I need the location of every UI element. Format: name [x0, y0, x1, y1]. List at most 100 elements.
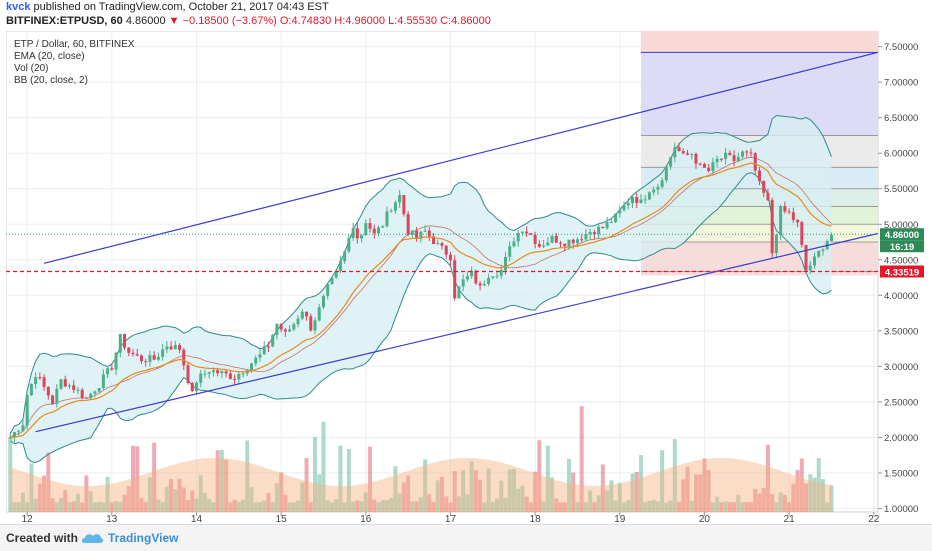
- candle-body: [686, 153, 690, 155]
- x-tick-label: 19: [614, 514, 626, 523]
- created-with-label: Created with: [6, 531, 79, 545]
- candle-body: [444, 245, 448, 255]
- x-tick-label: 13: [106, 514, 118, 523]
- volume-bar: [308, 502, 313, 512]
- candle-body: [749, 152, 753, 154]
- volume-bar: [211, 502, 216, 512]
- candle-body: [139, 355, 143, 362]
- volume-bar: [465, 494, 470, 512]
- candle-body: [753, 153, 757, 171]
- candle-body: [702, 164, 706, 168]
- candle-body: [292, 324, 296, 330]
- y-tick-label: 2.00000: [884, 433, 918, 444]
- candle-body: [770, 200, 774, 254]
- candle-body: [364, 223, 368, 236]
- volume-bar: [753, 488, 758, 512]
- volume-bar: [550, 477, 555, 512]
- candle-body: [681, 151, 685, 154]
- volume-bar: [42, 475, 47, 512]
- candle-body: [542, 245, 546, 247]
- volume-bar: [727, 502, 732, 512]
- candle-body: [470, 270, 474, 277]
- candle-body: [766, 192, 770, 201]
- candle-body: [474, 270, 478, 284]
- candle-body: [719, 158, 723, 160]
- candle-body: [757, 170, 761, 181]
- volume-bar: [355, 500, 360, 512]
- candle-body: [300, 311, 304, 319]
- candle-body: [398, 195, 402, 203]
- price-chart[interactable]: 1.00000 1.50000 2.00000 2.50000 3.00000 3.500…: [6, 31, 926, 523]
- candle-body: [173, 345, 177, 350]
- volume-bar: [795, 469, 800, 512]
- candle-body: [741, 151, 745, 157]
- volume-bar: [241, 499, 246, 512]
- author-link[interactable]: kvck: [6, 1, 31, 13]
- candle-body: [461, 279, 465, 287]
- volume-bar: [126, 486, 131, 512]
- candle-body: [711, 162, 715, 171]
- volume-bar: [681, 479, 686, 512]
- volume-bar: [266, 493, 271, 512]
- volume-bar: [533, 471, 538, 512]
- volume-bar: [778, 492, 783, 512]
- volume-bar: [59, 497, 64, 512]
- candle-body: [614, 213, 618, 223]
- volume-bar: [46, 452, 51, 512]
- candle-body: [516, 233, 520, 242]
- volume-bar: [304, 458, 309, 512]
- volume-bar: [702, 458, 707, 512]
- candle-body: [736, 156, 740, 162]
- candle-body: [660, 180, 664, 187]
- candle-body: [410, 230, 414, 235]
- volume-bar: [101, 502, 106, 512]
- volume-bar: [558, 502, 563, 512]
- candle-body: [563, 243, 567, 247]
- volume-bar: [503, 497, 508, 512]
- volume-bar: [541, 501, 546, 512]
- volume-bar: [274, 483, 279, 512]
- volume-bar: [249, 487, 254, 512]
- candle-body: [114, 352, 118, 370]
- volume-bar: [194, 498, 199, 512]
- tradingview-brand[interactable]: TradingView: [108, 531, 179, 545]
- candle-body: [762, 180, 766, 193]
- candle-body: [148, 355, 152, 363]
- y-tick-label: 4.00000: [884, 291, 918, 302]
- volume-bar: [638, 455, 643, 512]
- candle-body: [499, 270, 503, 276]
- candle-body: [161, 349, 165, 357]
- volume-bar: [376, 502, 381, 512]
- volume-bar: [592, 502, 597, 512]
- candle-body: [817, 250, 821, 257]
- y-tick-label: 3.00000: [884, 362, 918, 373]
- candle-body: [334, 270, 338, 278]
- volume-bar: [516, 488, 521, 512]
- candle-body: [584, 233, 588, 240]
- tradingview-cloud-icon[interactable]: [80, 530, 104, 546]
- symbol-name[interactable]: BITFINEX:ETPUSD, 60: [6, 15, 123, 27]
- candle-body: [190, 382, 194, 392]
- volume-bar: [469, 461, 474, 512]
- y-tick-label: 7.00000: [884, 78, 918, 89]
- volume-bar: [562, 502, 567, 512]
- candle-body: [402, 195, 406, 215]
- bollinger-upper-line: [9, 114, 832, 435]
- volume-bar: [156, 499, 161, 512]
- volume-bar: [368, 446, 373, 512]
- candle-body: [575, 239, 579, 244]
- candle-body: [453, 260, 457, 299]
- candle-body: [283, 329, 287, 332]
- price-badge-bg: [880, 228, 924, 241]
- candle-body: [118, 334, 122, 353]
- candle-body: [131, 352, 135, 355]
- candle-body: [216, 370, 220, 374]
- volume-bar: [575, 502, 580, 512]
- candle-body: [465, 276, 469, 280]
- down-arrow-icon: ▼: [168, 15, 180, 27]
- candle-body: [12, 432, 16, 438]
- candle-body: [279, 323, 283, 330]
- volume-bar: [279, 472, 284, 512]
- candle-body: [25, 395, 29, 426]
- y-tick-label: 4.50000: [884, 255, 918, 266]
